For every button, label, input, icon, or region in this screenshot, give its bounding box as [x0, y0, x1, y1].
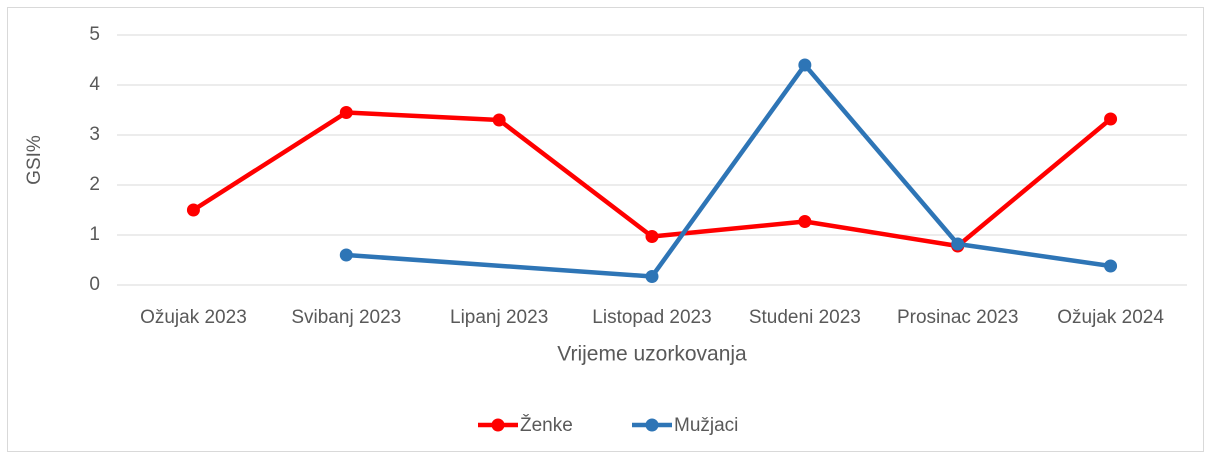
data-point — [186, 203, 200, 217]
x-tick-label: Ožujak 2023 — [140, 307, 247, 328]
data-point — [1104, 112, 1118, 126]
y-axis-title: GSI% — [24, 135, 45, 185]
data-point — [645, 270, 659, 283]
x-tick-label: Svibanj 2023 — [291, 307, 401, 328]
data-point — [645, 230, 659, 243]
legend-label: Ženke — [520, 414, 573, 436]
data-point — [339, 106, 353, 119]
y-tick-label: 0 — [89, 274, 100, 295]
x-tick-label: Lipanj 2023 — [450, 307, 548, 328]
x-axis-title: Vrijeme uzorkovanja — [557, 343, 747, 366]
x-tick-label: Listopad 2023 — [592, 307, 711, 328]
legend-label: Mužjaci — [674, 415, 738, 436]
x-tick-label: Prosinac 2023 — [897, 307, 1018, 328]
data-point — [798, 215, 812, 228]
data-point — [1104, 259, 1118, 273]
data-point — [798, 58, 812, 72]
data-point — [951, 237, 965, 251]
y-tick-label: 1 — [89, 224, 100, 245]
x-tick-label: Ožujak 2024 — [1057, 307, 1164, 328]
legend-marker — [645, 418, 659, 432]
y-tick-label: 3 — [89, 124, 100, 145]
y-tick-label: 2 — [89, 174, 100, 195]
y-tick-label: 5 — [89, 24, 100, 45]
x-tick-label: Studeni 2023 — [749, 307, 861, 328]
y-tick-label: 4 — [89, 74, 100, 95]
data-point — [339, 248, 353, 262]
chart-border — [7, 7, 1204, 452]
legend-marker — [491, 418, 505, 432]
data-point — [492, 113, 506, 127]
